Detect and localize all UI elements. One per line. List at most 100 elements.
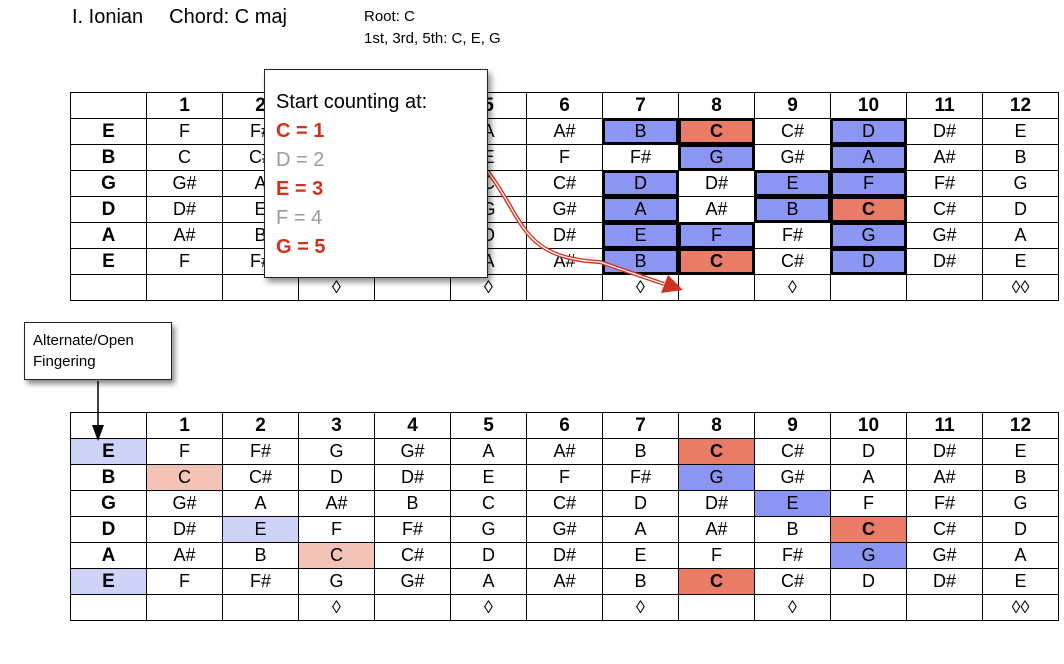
note-cell: G — [678, 144, 755, 171]
note-cell: G — [298, 438, 375, 465]
fret-marker — [146, 274, 223, 301]
string-name: G — [70, 490, 147, 517]
note-cell: B — [982, 144, 1059, 171]
note-cell: G# — [754, 144, 831, 171]
note-cell: G — [830, 222, 907, 249]
fret-marker — [222, 594, 299, 621]
note-cell: E — [982, 118, 1059, 145]
fret-marker — [678, 594, 755, 621]
string-name: E — [70, 568, 147, 595]
marker-corner — [70, 274, 147, 301]
note-cell: A — [222, 490, 299, 517]
fret-number: 1 — [146, 92, 223, 119]
string-row: EFF#GG#AA#BCC#DD#E — [70, 248, 1059, 275]
fret-marker — [830, 594, 907, 621]
note-cell: F# — [754, 222, 831, 249]
note-cell: B — [222, 542, 299, 569]
note-cell: F — [146, 118, 223, 145]
note-cell: D# — [906, 118, 983, 145]
fret-marker — [374, 274, 451, 301]
note-cell: F — [526, 144, 603, 171]
string-name: B — [70, 144, 147, 171]
note-cell: G — [298, 568, 375, 595]
note-cell: C# — [526, 170, 603, 197]
note-cell: B — [602, 438, 679, 465]
note-cell: C — [678, 438, 755, 465]
note-cell: G# — [374, 568, 451, 595]
note-cell: F# — [906, 170, 983, 197]
note-cell: C# — [754, 568, 831, 595]
note-cell: G# — [146, 490, 223, 517]
fret-number: 12 — [982, 412, 1059, 439]
corner-cell — [70, 412, 147, 439]
note-cell: E — [754, 490, 831, 517]
note-cell: F# — [222, 438, 299, 465]
note-cell: D# — [906, 568, 983, 595]
chord-tones-label: 1st, 3rd, 5th: C, E, G — [364, 30, 501, 47]
mode-label: I. Ionian — [72, 6, 144, 28]
note-cell: C — [678, 568, 755, 595]
note-cell: A — [982, 222, 1059, 249]
note-cell: D# — [526, 222, 603, 249]
note-cell: F# — [222, 568, 299, 595]
fret-number: 5 — [450, 412, 527, 439]
note-cell: D# — [146, 516, 223, 543]
note-cell: C — [146, 144, 223, 171]
string-row: AA#BCC#DD#EFF#GG#A — [70, 222, 1059, 249]
note-cell: B — [602, 568, 679, 595]
note-cell: E — [222, 516, 299, 543]
note-cell: C# — [754, 438, 831, 465]
note-cell: F# — [754, 542, 831, 569]
fretboard-diagram-2: 1 2 3 4 5 6 7 8 9 10 11 12 E F F# G G# A A# B C C# D D# E B C C# D D#… — [70, 412, 1059, 621]
note-cell: D — [830, 568, 907, 595]
note-cell: A — [830, 464, 907, 491]
note-cell: G — [982, 170, 1059, 197]
popup-item-f: F = 4 — [276, 207, 323, 229]
chord-label: Chord: C maj — [169, 6, 287, 28]
note-cell: G# — [906, 542, 983, 569]
note-cell: E — [602, 542, 679, 569]
note-cell: E — [982, 438, 1059, 465]
note-cell: F# — [602, 464, 679, 491]
fret-number: 10 — [830, 412, 907, 439]
string-name: E — [70, 438, 147, 465]
string-name: D — [70, 516, 147, 543]
fret-marker: ◊ — [450, 594, 527, 621]
note-cell: F# — [906, 490, 983, 517]
popup-item-d: D = 2 — [276, 149, 325, 171]
note-cell: G# — [374, 438, 451, 465]
note-cell: C# — [526, 490, 603, 517]
note-cell: E — [602, 222, 679, 249]
note-cell: C — [678, 118, 755, 145]
note-cell: A# — [526, 118, 603, 145]
note-cell: C# — [374, 542, 451, 569]
note-cell: G# — [906, 222, 983, 249]
root-info: Root: C 1st, 3rd, 5th: C, E, G — [364, 6, 501, 50]
note-cell: A# — [146, 542, 223, 569]
note-cell: D# — [906, 248, 983, 275]
note-cell: D — [830, 248, 907, 275]
fret-marker — [678, 274, 755, 301]
note-cell: A — [982, 542, 1059, 569]
string-row: GG#AA#BCC#DD#EFF#G — [70, 170, 1059, 197]
note-cell: F — [298, 516, 375, 543]
note-cell: A — [602, 196, 679, 223]
note-cell: D — [982, 196, 1059, 223]
fret-number: 7 — [602, 92, 679, 119]
fret-number: 9 — [754, 92, 831, 119]
note-cell: E — [982, 568, 1059, 595]
fret-marker — [526, 274, 603, 301]
corner-cell — [70, 92, 147, 119]
note-cell: B — [602, 248, 679, 275]
note-cell: B — [982, 464, 1059, 491]
note-cell: C# — [222, 464, 299, 491]
fret-marker — [906, 274, 983, 301]
fretboard-diagram-1: 123456789101112EFF#GG#AA#BCC#DD#EBCC#DD#… — [70, 92, 1059, 301]
fret-number: 7 — [602, 412, 679, 439]
fret-marker-row: ◊ ◊ ◊ ◊ ◊◊ — [70, 274, 1059, 301]
fret-number: 11 — [906, 92, 983, 119]
popup-heading: Start counting at: — [276, 91, 428, 113]
